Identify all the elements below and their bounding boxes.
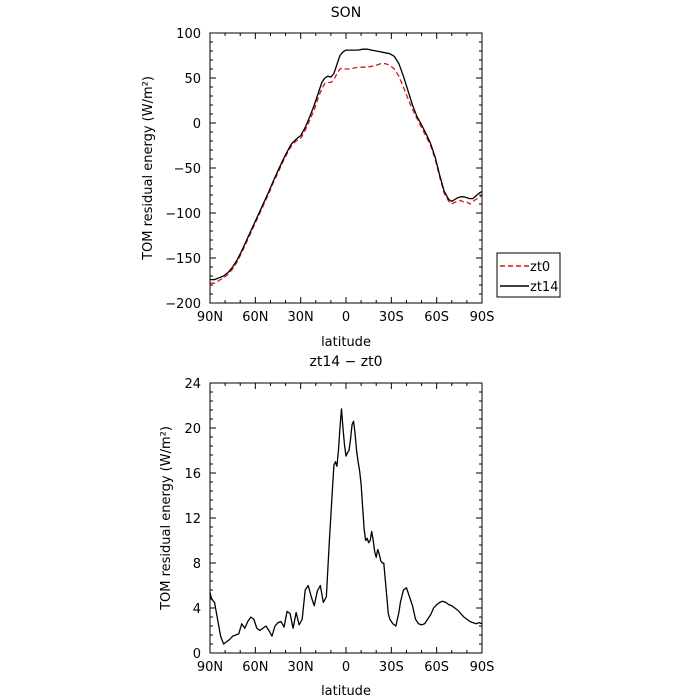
bottom-chart-y-tick-label: 16 [184,467,201,482]
legend-label-zt0: zt0 [530,260,550,275]
top-chart-y-tick-label: −50 [174,162,201,177]
top-chart-y-tick-label: 0 [193,117,201,132]
top-chart-x-tick-label: 90N [197,310,223,325]
bottom-chart-y-tick-label: 20 [184,422,201,437]
bottom-chart-x-tick-label: 30S [379,660,404,675]
bottom-chart-x-tick-label: 0 [342,660,350,675]
bottom-chart-x-tick-label: 30N [288,660,314,675]
bottom-chart-series-line-0 [209,408,483,645]
bottom-chart-title: zt14 − zt0 [309,354,382,370]
bottom-chart-y-tick-label: 0 [193,647,201,662]
bottom-chart-y-tick-label: 4 [193,602,201,617]
top-chart-frame [209,32,483,304]
top-chart-title: SON [331,5,361,21]
top-chart-y-axis-label: TOM residual energy (W/m²) [141,76,156,261]
bottom-chart-x-axis-label: latitude [321,684,371,699]
top-chart-x-tick-label: 30N [288,310,314,325]
top-chart-y-tick-label: −150 [165,252,201,267]
bottom-chart-x-tick-label: 60S [424,660,449,675]
top-chart-series-line-zt14 [210,48,483,281]
top-chart-x-tick-label: 60S [424,310,449,325]
top-chart-x-axis-label: latitude [321,335,371,350]
bottom-chart: zt14 − zt0 90N 60N 30N 0 30S 60S 90S 0 4 8 12 16 20 2… [159,354,494,699]
top-chart-plot-area: 90N 60N 30N 0 30S 60S 90S −200 −150 −100 −50 0 50 100 [165,27,494,325]
top-chart-y-tick-label: −100 [165,207,201,222]
top-chart-legend: zt0 zt14 [496,252,561,298]
top-chart-x-tick-label: 30S [379,310,404,325]
bottom-chart-x-tick-label: 90N [197,660,223,675]
top-chart: SON 90N 60N 30N 0 30S 60S 90S −200 −150 −100 −50 0 5… [141,5,561,350]
bottom-chart-y-tick-label: 24 [184,377,201,392]
top-chart-series-line-zt0 [210,62,483,284]
legend-label-zt14: zt14 [530,280,558,295]
bottom-chart-y-axis-label: TOM residual energy (W/m²) [159,426,174,611]
bottom-chart-frame [209,382,483,654]
bottom-chart-plot-area: 90N 60N 30N 0 30S 60S 90S 0 4 8 12 16 20 24 [184,377,494,675]
bottom-chart-x-tick-label: 60N [242,660,268,675]
top-chart-x-tick-label: 60N [242,310,268,325]
bottom-chart-y-tick-label: 8 [193,557,201,572]
bottom-chart-y-tick-label: 12 [184,512,201,527]
top-chart-y-tick-label: −200 [165,297,201,312]
top-chart-y-tick-label: 50 [184,72,201,87]
legend-frame [496,252,561,298]
top-chart-y-tick-label: 100 [176,27,201,42]
bottom-chart-x-tick-label: 90S [470,660,495,675]
top-chart-x-tick-label: 90S [470,310,495,325]
top-chart-x-tick-label: 0 [342,310,350,325]
